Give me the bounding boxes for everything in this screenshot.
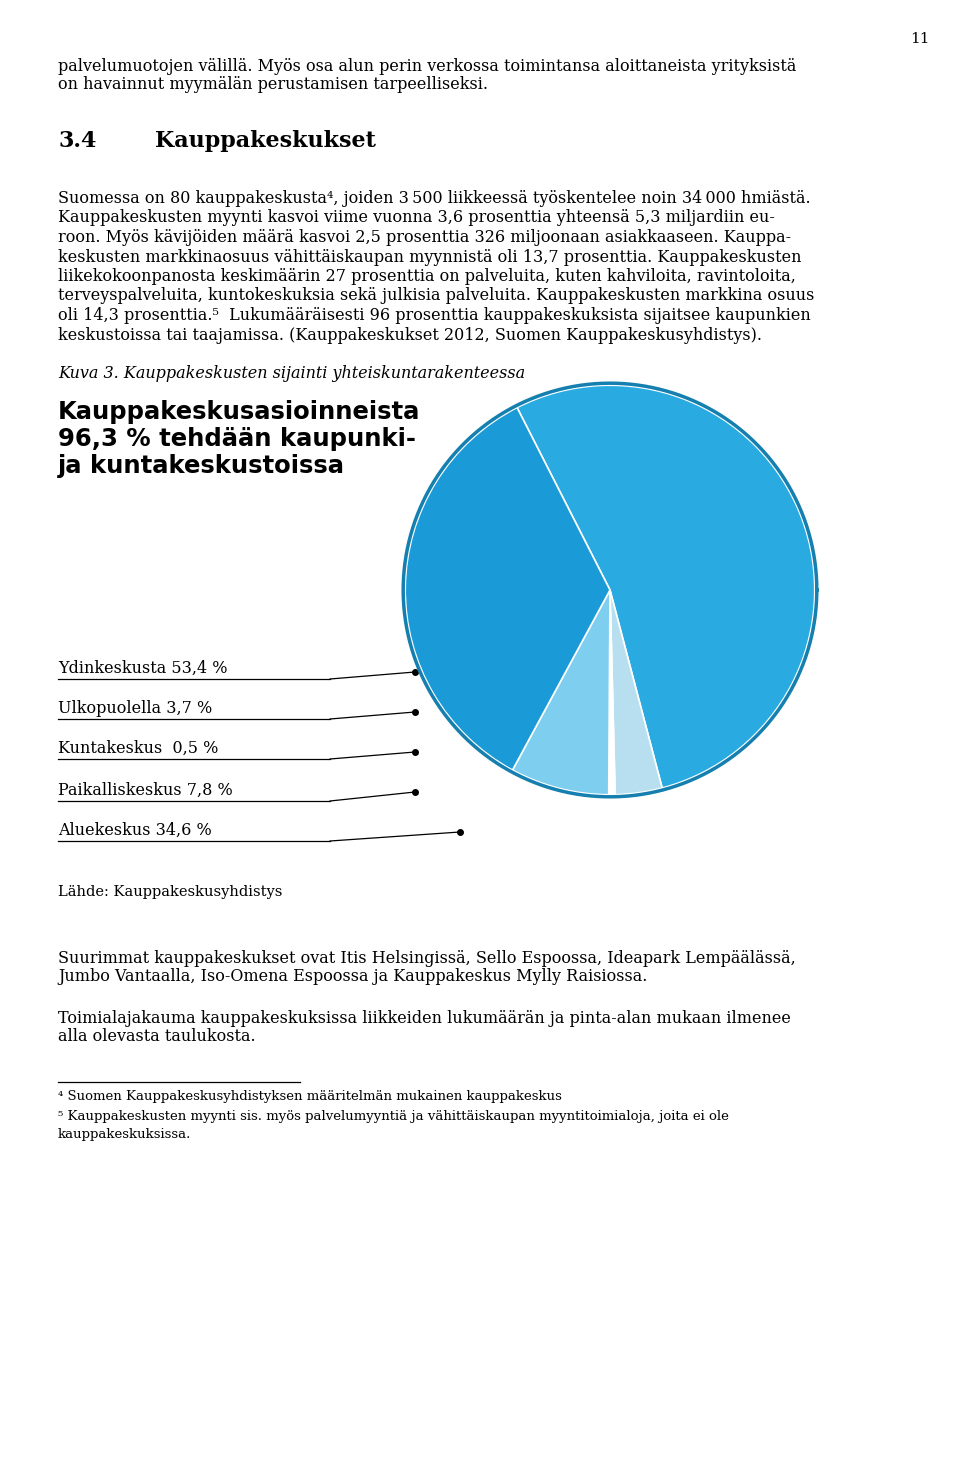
Text: palvelumuotojen välillä. Myös osa alun perin verkossa toimintansa aloittaneista : palvelumuotojen välillä. Myös osa alun p… — [58, 58, 797, 75]
Text: 3.4: 3.4 — [58, 130, 96, 152]
Wedge shape — [513, 591, 610, 795]
Text: Kauppakeskusten myynti kasvoi viime vuonna 3,6 prosenttia yhteensä 5,3 miljardii: Kauppakeskusten myynti kasvoi viime vuon… — [58, 209, 775, 227]
Text: Kauppakeskusasioinneista: Kauppakeskusasioinneista — [58, 401, 420, 424]
Wedge shape — [609, 591, 615, 795]
Text: keskustoissa tai taajamissa. (Kauppakeskukset 2012, Suomen Kauppakeskusyhdistys): keskustoissa tai taajamissa. (Kauppakesk… — [58, 326, 762, 344]
Text: terveyspalveluita, kuntokeskuksia sekä julkisia palveluita. Kauppakeskusten mark: terveyspalveluita, kuntokeskuksia sekä j… — [58, 288, 814, 304]
Wedge shape — [610, 591, 662, 795]
Text: 11: 11 — [910, 32, 929, 45]
Text: Kauppakeskukset: Kauppakeskukset — [155, 130, 376, 152]
Text: on havainnut myymälän perustamisen tarpeelliseksi.: on havainnut myymälän perustamisen tarpe… — [58, 76, 488, 94]
Text: Ulkopuolella 3,7 %: Ulkopuolella 3,7 % — [58, 700, 212, 716]
Text: Lähde: Kauppakeskusyhdistys: Lähde: Kauppakeskusyhdistys — [58, 885, 282, 899]
Text: oli 14,3 prosenttia.⁵  Lukumääräisesti 96 prosenttia kauppakeskuksista sijaitsee: oli 14,3 prosenttia.⁵ Lukumääräisesti 96… — [58, 307, 811, 325]
Text: Aluekeskus 34,6 %: Aluekeskus 34,6 % — [58, 822, 212, 839]
Text: Kuntakeskus  0,5 %: Kuntakeskus 0,5 % — [58, 740, 218, 757]
Text: Paikalliskeskus 7,8 %: Paikalliskeskus 7,8 % — [58, 782, 232, 800]
Text: liikekokoonpanosta keskimäärin 27 prosenttia on palveluita, kuten kahviloita, ra: liikekokoonpanosta keskimäärin 27 prosen… — [58, 268, 796, 285]
Wedge shape — [405, 408, 610, 770]
Text: roon. Myös kävijöiden määrä kasvoi 2,5 prosenttia 326 miljoonaan asiakkaaseen. K: roon. Myös kävijöiden määrä kasvoi 2,5 p… — [58, 230, 791, 246]
Text: kauppakeskuksissa.: kauppakeskuksissa. — [58, 1129, 191, 1140]
Text: alla olevasta taulukosta.: alla olevasta taulukosta. — [58, 1028, 255, 1045]
Text: ⁵ Kauppakeskusten myynti sis. myös palvelumyyntiä ja vähittäiskaupan myyntitoimi: ⁵ Kauppakeskusten myynti sis. myös palve… — [58, 1110, 729, 1123]
Text: Suomessa on 80 kauppakeskusta⁴, joiden 3 500 liikkeessä työskentelee noin 34 000: Suomessa on 80 kauppakeskusta⁴, joiden 3… — [58, 190, 810, 208]
Text: Kuva 3. Kauppakeskusten sijainti yhteiskuntarakenteessa: Kuva 3. Kauppakeskusten sijainti yhteisk… — [58, 366, 525, 382]
Text: Toimialajakauma kauppakeskuksissa liikkeiden lukumäärän ja pinta-alan mukaan ilm: Toimialajakauma kauppakeskuksissa liikke… — [58, 1010, 791, 1026]
Text: keskusten markkinaosuus vähittäiskaupan myynnistä oli 13,7 prosenttia. Kauppakes: keskusten markkinaosuus vähittäiskaupan … — [58, 249, 802, 266]
Text: ⁴ Suomen Kauppakeskusyhdistyksen määritelmän mukainen kauppakeskus: ⁴ Suomen Kauppakeskusyhdistyksen määrite… — [58, 1091, 562, 1102]
Text: ja kuntakeskustoissa: ja kuntakeskustoissa — [58, 455, 345, 478]
Text: Ydinkeskusta 53,4 %: Ydinkeskusta 53,4 % — [58, 659, 228, 677]
Wedge shape — [517, 386, 815, 788]
Text: 96,3 % tehdään kaupunki-: 96,3 % tehdään kaupunki- — [58, 427, 416, 450]
Text: Suurimmat kauppakeskukset ovat Itis Helsingissä, Sello Espoossa, Ideapark Lempää: Suurimmat kauppakeskukset ovat Itis Hels… — [58, 950, 796, 966]
Text: Jumbo Vantaalla, Iso-Omena Espoossa ja Kauppakeskus Mylly Raisiossa.: Jumbo Vantaalla, Iso-Omena Espoossa ja K… — [58, 968, 647, 985]
